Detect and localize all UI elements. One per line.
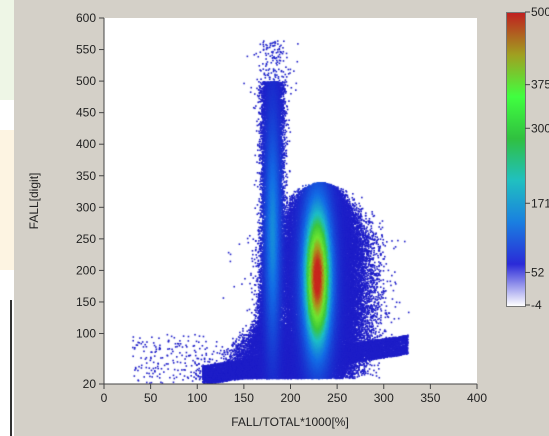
colorbar-tick-label: 300 [531,121,549,135]
y-tick-label: 500 [76,74,96,88]
x-axis: 0 50 100 150 200 250 300 350 400 [101,383,487,405]
y-axis: 20 100 150 200 250 300 350 400 450 500 550 600 [76,11,105,391]
y-tick-label: 350 [76,169,96,183]
colorbar-tick-label: 52 [531,265,545,279]
y-tick-label: 300 [76,200,96,214]
x-tick-label: 50 [144,391,158,405]
y-tick-label: 100 [76,327,96,341]
y-tick-label: 600 [76,11,96,25]
colorbar-tick-label: 375 [531,78,549,92]
density-scatter [104,18,477,384]
y-tick-label: 400 [76,137,96,151]
x-tick-label: 150 [234,391,254,405]
x-tick-label: 200 [280,391,300,405]
x-tick-label: 0 [101,391,108,405]
y-axis-title: FALL[digit] [27,173,41,230]
x-tick-label: 250 [327,391,347,405]
colorbar-tick-label: 171 [531,196,549,210]
colorbar-tick-label: -4 [531,298,542,312]
x-axis-title: FALL/TOTAL*1000[%] [231,415,349,429]
colorbar-axis: 500 375 300 171 52 -4 [525,5,549,312]
y-tick-label: 250 [76,232,96,246]
chart-axes: 0 50 100 150 200 250 300 350 400 20 100 150 200 250 3… [27,5,549,429]
x-tick-label: 300 [374,391,394,405]
colorbar [506,12,526,307]
y-tick-label: 150 [76,295,96,309]
colorbar-tick-label: 500 [531,5,549,19]
adjacent-window-edge [0,0,15,436]
x-tick-label: 100 [187,391,207,405]
y-tick-label: 200 [76,263,96,277]
chart-frame: 0 50 100 150 200 250 300 350 400 20 100 150 200 250 3… [14,0,549,436]
x-tick-label: 350 [420,391,440,405]
x-tick-label: 400 [467,391,487,405]
y-tick-label: 450 [76,106,96,120]
y-tick-label: 550 [76,43,96,57]
y-tick-label: 20 [83,377,97,391]
